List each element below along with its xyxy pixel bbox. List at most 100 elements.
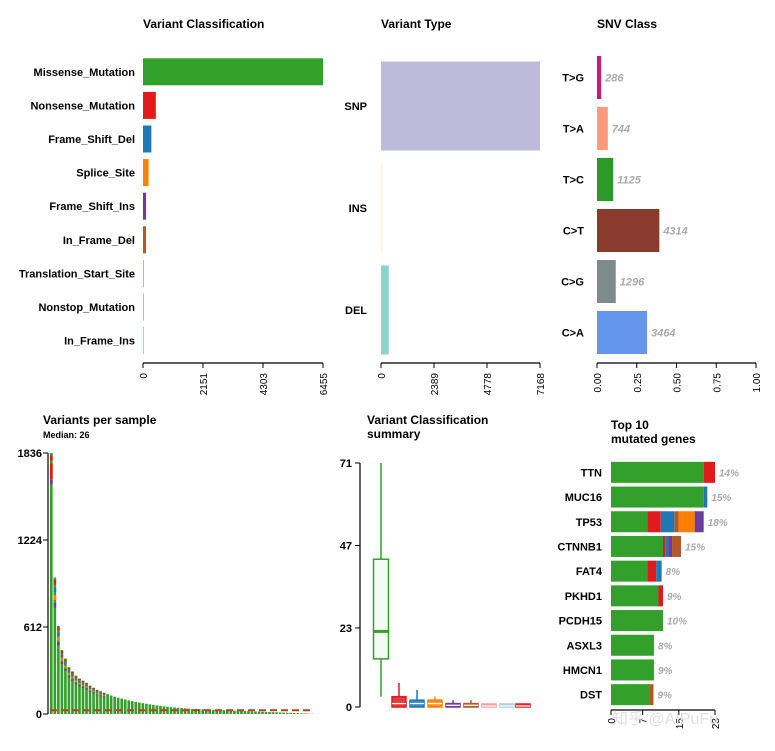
vps-bar-segment bbox=[74, 678, 78, 680]
vps-bar bbox=[106, 694, 109, 714]
vps-bar-segment bbox=[81, 683, 85, 685]
top10-pct-label: 8% bbox=[658, 641, 673, 652]
top10-bar-segment bbox=[665, 535, 669, 557]
snv-bar bbox=[597, 260, 616, 303]
vps-bar-segment bbox=[85, 686, 88, 688]
vps-bar bbox=[299, 713, 303, 714]
snv-title: SNV Class bbox=[597, 17, 657, 31]
vc-x-tick-label: 0 bbox=[139, 373, 150, 379]
vps-bar bbox=[95, 689, 99, 714]
snv-bar bbox=[597, 209, 660, 252]
vps-bar bbox=[116, 697, 120, 714]
top10-gene-label: DST bbox=[580, 690, 602, 702]
vc-bar bbox=[143, 159, 149, 187]
snv-value-label: 1125 bbox=[617, 175, 642, 187]
vps-bar bbox=[218, 710, 222, 714]
vcs-title-line1: Variant Classification bbox=[367, 413, 488, 427]
vps-bar bbox=[289, 712, 292, 714]
vps-bar bbox=[120, 698, 124, 714]
top10-bar-segment bbox=[647, 560, 657, 582]
snv-category-label: T>A bbox=[563, 124, 584, 136]
vps-bar bbox=[257, 711, 261, 714]
vcs-y-tick-label: 0 bbox=[346, 702, 352, 714]
vps-bar-segment bbox=[53, 587, 57, 593]
vps-bar-segment bbox=[67, 675, 71, 678]
top10-bar-segment bbox=[611, 659, 654, 681]
vps-bar-segment bbox=[71, 674, 74, 676]
vps-bar-segment bbox=[50, 479, 53, 485]
vc-bar bbox=[143, 91, 156, 119]
top10-bar-segment bbox=[678, 511, 695, 533]
vps-bar-segment bbox=[57, 637, 60, 641]
vps-bar-segment bbox=[99, 692, 102, 694]
vc-category-label: In_Frame_Del bbox=[63, 235, 135, 247]
panel-vc-summary: Variant Classification summary 0 23 47 71 bbox=[340, 413, 531, 714]
vps-bar-segment bbox=[81, 686, 85, 688]
vc-x-tick-label: 4303 bbox=[259, 373, 270, 396]
vps-bar-segment bbox=[92, 688, 95, 690]
vps-bar-segment bbox=[64, 659, 67, 662]
vt-x-tick-label: 2389 bbox=[430, 373, 441, 396]
vps-bar bbox=[264, 711, 268, 714]
vps-bar-segment bbox=[57, 627, 60, 631]
vps-bar bbox=[236, 710, 240, 714]
vps-bar bbox=[296, 713, 300, 714]
top10-pct-label: 15% bbox=[711, 493, 731, 504]
vps-bar bbox=[247, 711, 250, 714]
snv-category-label: C>G bbox=[561, 277, 584, 289]
vps-bar bbox=[53, 577, 57, 714]
vps-y-tick-label: 1224 bbox=[18, 535, 43, 547]
snv-x-tick-label: 1.00 bbox=[752, 373, 763, 393]
vps-bar bbox=[81, 680, 85, 714]
vc-bar bbox=[143, 125, 152, 153]
vps-bar-segment bbox=[64, 668, 67, 671]
top10-x-tick-label: 23 bbox=[711, 718, 722, 730]
vps-bar-segment bbox=[95, 690, 99, 692]
vc-bar bbox=[143, 58, 323, 86]
top10-bar-segment bbox=[611, 585, 659, 607]
vps-bar bbox=[240, 710, 243, 714]
vps-bar-segment bbox=[50, 455, 53, 461]
vc-bar bbox=[143, 259, 144, 287]
vc-category-label: Frame_Shift_Del bbox=[48, 134, 135, 146]
vt-bar bbox=[381, 265, 389, 355]
vps-bar bbox=[226, 710, 229, 714]
vps-bar bbox=[261, 711, 264, 714]
vps-bar bbox=[78, 678, 81, 714]
vc-x-tick-label: 2151 bbox=[199, 373, 210, 396]
vps-bar bbox=[211, 709, 215, 714]
panel-variants-per-sample: Variants per sample Median: 26 0 612 1224 1… bbox=[18, 413, 314, 721]
vps-bar-segment bbox=[92, 689, 95, 691]
vps-bar-segment bbox=[78, 679, 81, 681]
snv-bar bbox=[597, 56, 602, 99]
snv-x-tick-label: 0.25 bbox=[633, 373, 644, 393]
vcs-title-line2: summary bbox=[367, 427, 421, 441]
vps-bar bbox=[88, 685, 92, 714]
top10-bar-segment bbox=[611, 560, 648, 582]
vps-bar-segment bbox=[99, 695, 102, 697]
vc-bar bbox=[143, 226, 147, 254]
vcs-y-tick-label: 71 bbox=[340, 458, 352, 470]
vc-x-tick-label: 6455 bbox=[319, 373, 330, 396]
snv-value-label: 3464 bbox=[651, 328, 675, 340]
top10-bar-segment bbox=[611, 610, 663, 632]
vps-bar bbox=[243, 711, 247, 714]
top10-pct-label: 18% bbox=[708, 518, 728, 529]
vps-bar-segment bbox=[71, 672, 74, 674]
top10-gene-label: FAT4 bbox=[576, 566, 603, 578]
snv-value-label: 286 bbox=[604, 73, 624, 85]
vps-bar bbox=[64, 658, 67, 714]
vps-bar-segment bbox=[53, 595, 57, 600]
top10-bar-segment bbox=[663, 535, 666, 557]
snv-category-label: T>G bbox=[562, 73, 584, 85]
vps-bar-segment bbox=[64, 662, 67, 665]
vps-bar-segment bbox=[95, 694, 99, 696]
vps-bar-segment bbox=[67, 670, 71, 673]
vps-bar bbox=[57, 625, 60, 714]
vps-bar-segment bbox=[85, 688, 88, 690]
vps-bar bbox=[197, 709, 201, 714]
vps-bar bbox=[229, 710, 233, 714]
vt-category-label: DEL bbox=[345, 305, 367, 317]
vcs-box bbox=[391, 695, 407, 708]
top10-bar-segment bbox=[611, 684, 650, 706]
